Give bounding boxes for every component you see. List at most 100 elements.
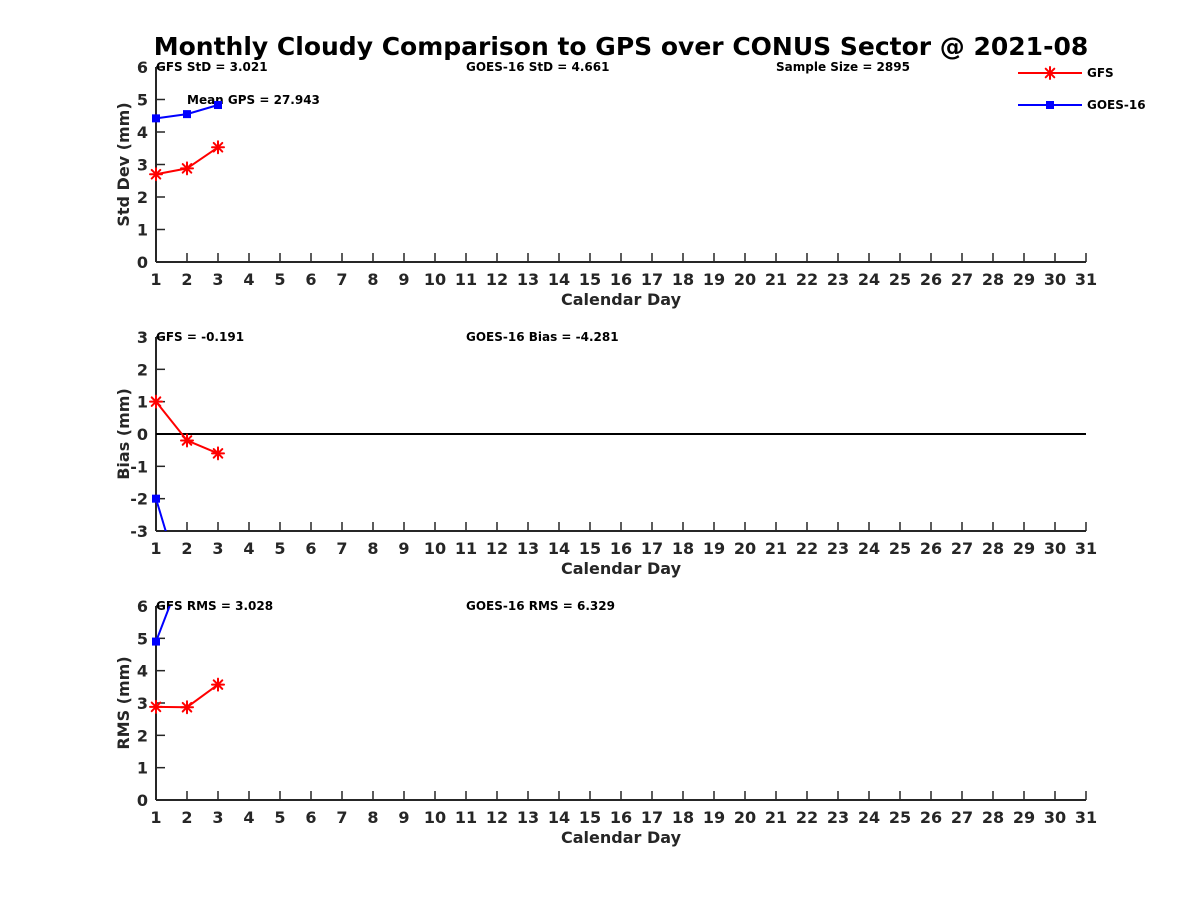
- x-tick-label: 11: [455, 270, 477, 289]
- data-point-gfs: [149, 394, 163, 409]
- x-tick-label: 6: [305, 270, 316, 289]
- series-group: [149, 394, 225, 531]
- x-axis-label: Calendar Day: [561, 290, 682, 309]
- x-tick-label: 26: [920, 808, 942, 827]
- y-axis-label: Std Dev (mm): [114, 102, 133, 226]
- x-tick-label: 21: [765, 808, 787, 827]
- x-tick-label: 29: [1013, 808, 1035, 827]
- x-tick-label: 25: [889, 270, 911, 289]
- x-tick-label: 14: [548, 808, 570, 827]
- x-tick-label: 17: [641, 270, 663, 289]
- y-tick-label: -2: [130, 490, 148, 509]
- series-group: [149, 101, 225, 182]
- y-tick-label: 2: [137, 188, 148, 207]
- data-point-gfs: [180, 433, 194, 448]
- x-tick-label: 3: [212, 808, 223, 827]
- x-tick-label: 31: [1075, 539, 1097, 558]
- x-tick-label: 9: [398, 270, 409, 289]
- data-point-gfs: [211, 677, 225, 692]
- x-tick-label: 20: [734, 539, 756, 558]
- data-point-goes-16: [152, 494, 160, 503]
- x-tick-label: 12: [486, 808, 508, 827]
- annotation: GOES-16 Bias = -4.281: [466, 330, 619, 344]
- x-tick-label: 6: [305, 808, 316, 827]
- asterisk-stroke: [181, 701, 193, 713]
- y-tick-label: 5: [137, 629, 148, 648]
- data-point-gfs: [149, 167, 163, 182]
- y-tick-label: -1: [130, 457, 148, 476]
- x-tick-label: 24: [858, 270, 880, 289]
- x-tick-label: 19: [703, 808, 725, 827]
- x-tick-label: 14: [548, 539, 570, 558]
- x-tick-label: 1: [150, 808, 161, 827]
- x-tick-label: 27: [951, 539, 973, 558]
- legend-label-gfs: GFS: [1087, 66, 1114, 80]
- x-tick-label: 29: [1013, 539, 1035, 558]
- x-tick-label: 5: [274, 539, 285, 558]
- x-tick-label: 7: [336, 808, 347, 827]
- x-tick-label: 9: [398, 539, 409, 558]
- x-tick-label: 30: [1044, 808, 1066, 827]
- x-tick-label: 12: [486, 539, 508, 558]
- x-tick-label: 4: [243, 808, 254, 827]
- x-tick-label: 25: [889, 539, 911, 558]
- y-tick-label: 3: [137, 328, 148, 347]
- data-point-goes-16: [214, 101, 222, 110]
- data-point-goes-16: [152, 114, 160, 123]
- y-tick-label: 1: [137, 759, 148, 778]
- asterisk-stroke: [212, 141, 224, 153]
- x-tick-label: 22: [796, 270, 818, 289]
- x-tick-label: 15: [579, 539, 601, 558]
- x-tick-label: 13: [517, 539, 539, 558]
- x-tick-label: 11: [455, 539, 477, 558]
- x-tick-label: 8: [367, 270, 378, 289]
- x-tick-label: 27: [951, 808, 973, 827]
- x-tick-label: 3: [212, 539, 223, 558]
- y-tick-label: 2: [137, 726, 148, 745]
- x-tick-label: 22: [796, 808, 818, 827]
- x-tick-label: 4: [243, 539, 254, 558]
- x-tick-label: 10: [424, 539, 446, 558]
- legend: GFS GOES-16: [1018, 66, 1146, 112]
- data-point-gfs: [180, 700, 194, 715]
- asterisk-stroke: [181, 435, 193, 446]
- x-tick-label: 13: [517, 808, 539, 827]
- x-tick-label: 23: [827, 539, 849, 558]
- data-point-goes-16: [183, 110, 191, 119]
- data-point-gfs: [149, 699, 163, 714]
- x-tick-label: 18: [672, 808, 694, 827]
- x-tick-label: 21: [765, 539, 787, 558]
- x-tick-label: 2: [181, 539, 192, 558]
- data-point-gfs: [211, 140, 225, 155]
- x-tick-label: 4: [243, 270, 254, 289]
- x-tick-label: 19: [703, 270, 725, 289]
- x-tick-label: 18: [672, 539, 694, 558]
- x-tick-label: 13: [517, 270, 539, 289]
- x-tick-label: 2: [181, 808, 192, 827]
- annotation: Sample Size = 2895: [776, 60, 910, 74]
- x-tick-label: 1: [150, 270, 161, 289]
- x-tick-label: 15: [579, 270, 601, 289]
- legend-marker-goes-16: [1046, 101, 1054, 109]
- x-tick-label: 24: [858, 539, 880, 558]
- x-tick-label: 17: [641, 539, 663, 558]
- data-point-gfs: [180, 161, 194, 176]
- x-tick-label: 10: [424, 808, 446, 827]
- x-tick-label: 21: [765, 270, 787, 289]
- annotation: GFS RMS = 3.028: [156, 599, 273, 613]
- x-tick-label: 31: [1075, 270, 1097, 289]
- x-tick-label: 20: [734, 808, 756, 827]
- y-tick-label: 0: [137, 791, 148, 810]
- asterisk-stroke: [212, 679, 224, 690]
- x-tick-label: 26: [920, 270, 942, 289]
- data-point-gfs: [211, 446, 225, 461]
- x-tick-label: 1: [150, 539, 161, 558]
- y-tick-label: 4: [137, 123, 148, 142]
- x-tick-label: 31: [1075, 808, 1097, 827]
- panel-bias: 1 2 3 4 5 6 7 8 9 10 11 12 13 14 15 16 17 18 19 20 21 22 23 24 2…: [114, 328, 1097, 578]
- y-axis-label: RMS (mm): [114, 656, 133, 749]
- y-tick-label: 5: [137, 91, 148, 110]
- data-point-goes-16: [152, 637, 160, 646]
- y-tick-label: -3: [130, 522, 148, 541]
- x-tick-label: 23: [827, 808, 849, 827]
